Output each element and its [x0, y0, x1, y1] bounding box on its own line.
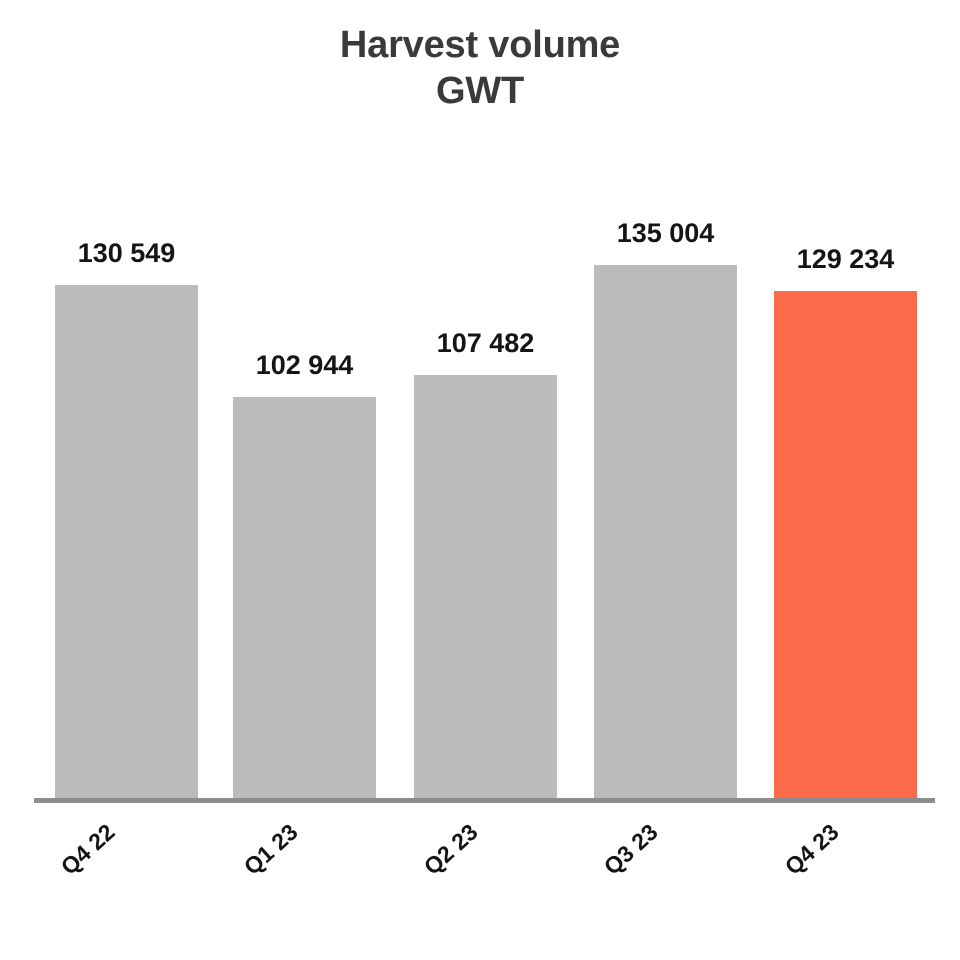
bar-value-label: 135 004: [616, 218, 715, 248]
chart-title: Harvest volume GWT: [0, 22, 960, 115]
bar-value-label: 107 482: [436, 328, 535, 358]
bar-q3-23[interactable]: [594, 265, 737, 798]
chart-title-line-2: GWT: [435, 70, 525, 113]
x-tick-label-q4-23: Q4 23: [779, 818, 844, 880]
bar-q1-23[interactable]: [233, 397, 376, 798]
bar-value-label: 102 944: [255, 350, 354, 380]
bar-value-label: 129 234: [796, 244, 895, 274]
x-axis-line: [34, 798, 935, 803]
x-tick-label-q3-23: Q3 23: [598, 818, 663, 880]
x-tick-label-q4-22: Q4 22: [55, 818, 120, 880]
chart-title-line-1: Harvest volume: [339, 24, 621, 66]
x-tick-label-q1-23: Q1 23: [238, 818, 303, 880]
x-tick-label-q2-23: Q2 23: [418, 818, 483, 880]
bar-value-label: 130 549: [77, 238, 176, 268]
bar-q2-23[interactable]: [414, 375, 557, 798]
bar-q4-22[interactable]: [55, 285, 198, 798]
bar-q4-23[interactable]: [774, 291, 917, 798]
